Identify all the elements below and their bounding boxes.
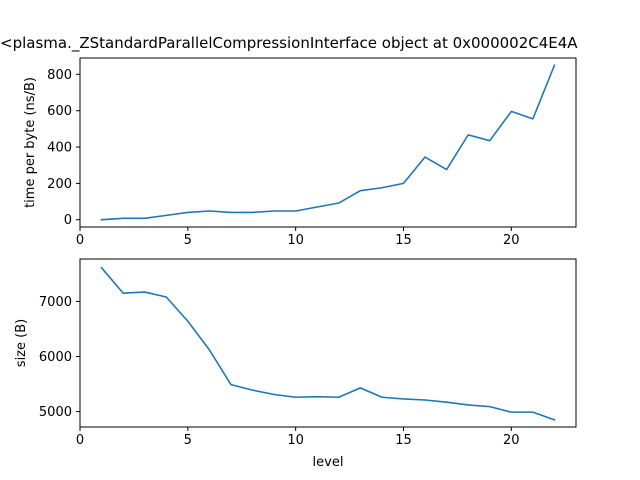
bottom-plot-x-tick-label: 5 [184, 433, 192, 448]
bottom-plot-y-tick-label: 6000 [39, 350, 72, 365]
bottom-plot-y-tick-label: 5000 [39, 405, 72, 420]
top-plot-y-axis-label: time per byte (ns/B) [23, 77, 38, 208]
top-plot-x-tick-label: 20 [503, 233, 520, 248]
top-plot-y-tick-label: 200 [47, 177, 72, 192]
bottom-plot-frame [79, 258, 577, 428]
bottom-plot-y-tick-label: 7000 [39, 295, 72, 310]
top-plot-y-tick-label: 400 [47, 141, 72, 156]
bottom-plot-x-tick-label: 15 [395, 433, 412, 448]
top-plot-x-tick-label: 0 [76, 233, 84, 248]
top-plot-title: <plasma._ZStandardParallelCompressionInt… [0, 34, 578, 53]
bottom-plot-x-axis-label: level [313, 455, 344, 470]
top-plot-x-tick-label: 15 [395, 233, 412, 248]
bottom-plot-x-tick-label: 20 [503, 433, 520, 448]
top-plot-y-tick-label: 600 [47, 104, 72, 119]
top-plot-y-tick-label: 0 [64, 213, 72, 228]
bottom-plot-x-tick-label: 0 [76, 433, 84, 448]
bottom-plot-series-line [100, 266, 556, 421]
top-plot-x-tick-label: 5 [184, 233, 192, 248]
top-plot-x-tick-label: 10 [287, 233, 304, 248]
bottom-plot-ticks: 0 5 10 15 20 5000 6000 7000 [39, 295, 520, 448]
bottom-plot-y-axis-label: size (B) [14, 319, 29, 367]
bottom-plot-x-tick-label: 10 [287, 433, 304, 448]
bottom-plot: 0 5 10 15 20 5000 6000 7000 size (B) level [14, 258, 577, 470]
top-plot-frame [79, 57, 577, 228]
top-plot: <plasma._ZStandardParallelCompressionInt… [0, 34, 578, 248]
top-plot-y-tick-label: 800 [47, 68, 72, 83]
top-plot-series-line [100, 64, 556, 221]
